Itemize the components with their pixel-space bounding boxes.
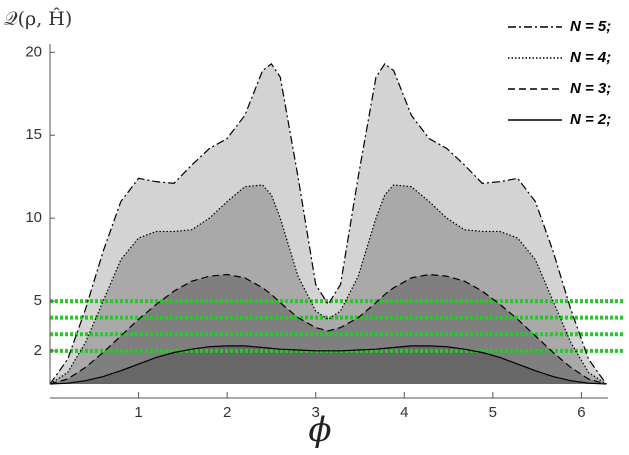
legend-label: N = 2; <box>570 111 611 128</box>
y-axis-label: 𝒬(ρ, Ĥ) <box>4 7 72 30</box>
x-tick-label: 4 <box>400 404 408 421</box>
y-tick-label: 5 <box>34 292 42 309</box>
legend-label: N = 5; <box>570 18 611 35</box>
series-line <box>49 273 607 385</box>
x-axis-label: ϕ <box>308 410 331 450</box>
y-tick-label: 20 <box>25 43 42 60</box>
legend-label: N = 4; <box>570 49 611 66</box>
legend-label: N = 3; <box>570 80 611 97</box>
x-tick-label: 6 <box>577 404 585 421</box>
x-tick-label: 1 <box>134 404 142 421</box>
x-tick-label: 2 <box>223 404 231 421</box>
x-tick-label: 3 <box>312 404 320 421</box>
x-tick-label: 5 <box>489 404 497 421</box>
y-tick-label: 2 <box>34 342 42 359</box>
series-line <box>49 345 607 385</box>
y-tick-label: 10 <box>25 209 42 226</box>
series-line <box>49 184 607 385</box>
area-fill <box>50 345 607 384</box>
y-tick-label: 15 <box>25 126 42 143</box>
